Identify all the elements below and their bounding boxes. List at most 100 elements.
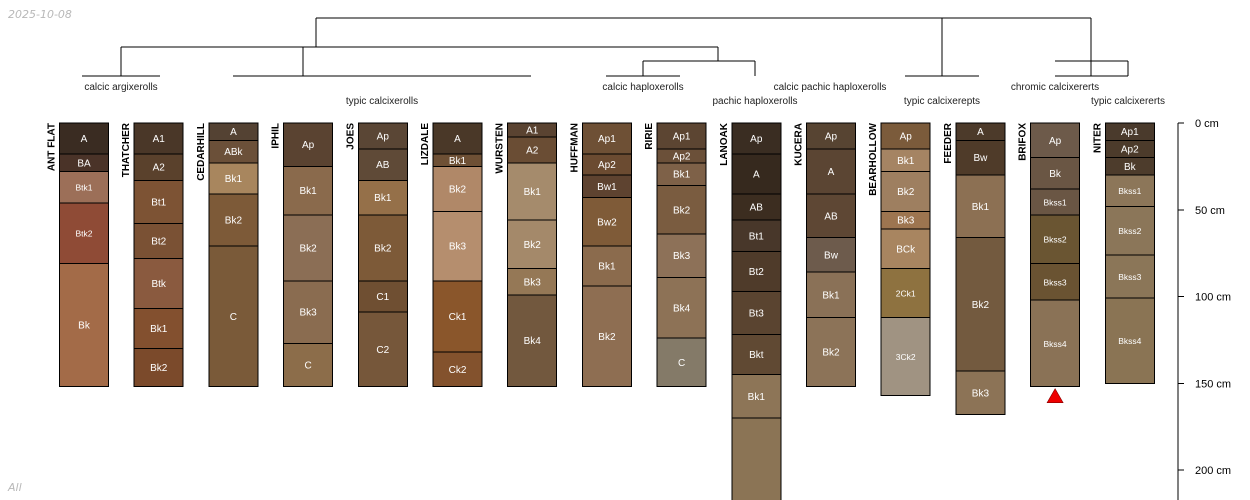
horizon-label: Bkss3 [1044, 277, 1067, 287]
profile-lizdale: A Bk1 Bk2 Bk3 Ck1 Ck2 LIZDALE [420, 122, 483, 388]
horizon-label: Bk1 [225, 174, 243, 185]
horizon-bw [806, 237, 856, 273]
horizon-ap [1030, 122, 1081, 159]
depth-tick-label: 0 cm [1195, 118, 1219, 130]
horizon-bk3 [432, 210, 483, 282]
horizon-ap1 [656, 122, 707, 150]
horizon-label: Ap2 [673, 151, 691, 162]
group-labels: calcic argixerolls typic calcixerolls ca… [84, 82, 1165, 107]
profile-joes: Ap AB Bk1 Bk2 C1 C2 JOES [345, 122, 408, 388]
profile-feeder: A Bw Bk1 Bk2 Bk3 FEEDER [943, 122, 1006, 415]
horizon-label: Bt2 [151, 236, 166, 247]
horizon-bk3 [955, 370, 1006, 415]
horizon-bt1 [133, 179, 184, 225]
horizon-label: Bk2 [972, 300, 990, 311]
horizon-label: Bk1 [748, 392, 766, 403]
horizon-label: Bkt [749, 350, 764, 361]
horizon-a2 [507, 136, 558, 164]
horizon-ap [731, 122, 782, 155]
horizon-label: 2Ck1 [896, 289, 916, 299]
horizon-label: Bk2 [150, 363, 168, 374]
horizon-label: Bk1 [299, 186, 317, 197]
horizon-label: Ap [750, 134, 763, 145]
horizon-btk [133, 257, 184, 310]
horizon-bt2 [133, 223, 184, 259]
horizon-bk4 [507, 294, 558, 388]
horizon-label: Ck1 [449, 312, 467, 323]
horizon-label: Bkss4 [1044, 339, 1067, 349]
horizon-bkss2 [1030, 214, 1081, 265]
profile-iphil: Ap Bk1 Bk2 Bk3 C IPHIL [271, 122, 334, 388]
horizon-label: Ap1 [1121, 127, 1139, 138]
group-label-typic-calcixerolls: typic calcixerolls [346, 96, 418, 107]
depth-tick-label: 200 cm [1195, 465, 1231, 477]
horizon-label: Bkss2 [1044, 235, 1067, 245]
horizon-ap [806, 122, 856, 150]
profile-name: RIRIE [644, 123, 655, 150]
dendrogram-link-calcic [642, 60, 756, 76]
horizon-bk2 [357, 214, 408, 282]
horizon-label: Bk2 [897, 187, 915, 198]
horizon-label: A [454, 134, 461, 145]
profile-name: BEARHOLLOW [868, 122, 879, 195]
horizon-bkss1 [1030, 188, 1081, 216]
profile-name: LANOAK [719, 122, 730, 166]
profile-bearhollow: Ap Bk1 Bk2 Bk3 BCk 2Ck1 3Ck2 BEARHOLLOW [868, 122, 931, 396]
horizon-label: A [81, 134, 88, 145]
horizon-2ck1 [880, 268, 931, 318]
horizon-label: A [753, 170, 760, 181]
horizon-label: A1 [153, 134, 166, 145]
horizon-bkss3 [1030, 263, 1081, 301]
horizon-bk2 [806, 316, 856, 388]
horizon-bk1 [731, 374, 782, 419]
horizon-label: Bk2 [225, 216, 243, 227]
horizon-bk3 [507, 268, 558, 296]
horizon-a [806, 148, 856, 195]
dendrogram [82, 17, 1129, 77]
horizon-label: Bk1 [822, 290, 840, 301]
dendrogram-link-left [120, 46, 719, 76]
horizon-label: Ap [900, 132, 913, 143]
horizon-bk1 [806, 271, 856, 318]
profile-name: THATCHER [121, 122, 132, 177]
depth-tick-label: 50 cm [1195, 205, 1225, 217]
horizon-label: Bk2 [598, 332, 616, 343]
horizon-label: 3Ck2 [896, 352, 916, 362]
horizon-bk3 [656, 233, 707, 278]
horizon-label: Bk3 [524, 277, 542, 288]
horizon-label: Bk3 [449, 242, 467, 253]
profile-name: ANT FLAT [47, 123, 58, 171]
horizon-label: Bk1 [972, 202, 990, 213]
horizon-label: BCk [896, 244, 916, 255]
horizon-bt2 [731, 250, 782, 292]
dendrogram-link-right [941, 18, 1092, 76]
warning-triangle-icon [1046, 388, 1064, 404]
profile-cedarhill: A ABk Bk1 Bk2 C CEDARHILL [196, 122, 259, 388]
horizon-label: Bk4 [524, 336, 542, 347]
horizon-label: Bk [1049, 169, 1062, 180]
profile-brifox: Ap Bk Bkss1 Bkss2 Bkss3 Bkss4 BRIFOX [1018, 122, 1081, 404]
horizon-label: C2 [376, 345, 389, 356]
horizon-label: Bk1 [524, 187, 542, 198]
horizon-bk2 [133, 348, 184, 388]
horizon-label: A2 [526, 145, 539, 156]
horizon-unlabeled [731, 417, 782, 500]
horizon-label: Bt1 [749, 231, 764, 242]
horizon-a2 [133, 153, 184, 181]
horizon-label: A1 [526, 125, 539, 136]
horizon-label: Bkss2 [1118, 226, 1141, 236]
horizon-btk2 [59, 202, 109, 265]
horizon-bk1 [283, 165, 334, 216]
horizon-label: Bw1 [597, 182, 617, 193]
horizon-label: Bk2 [299, 243, 317, 254]
profile-thatcher: A1 A2 Bt1 Bt2 Btk Bk1 Bk2 THATCHER [121, 122, 184, 388]
horizon-c2 [357, 311, 408, 388]
horizon-bkss1 [1104, 174, 1155, 207]
profile-wursten: A1 A2 Bk1 Bk2 Bk3 Bk4 WURSTEN [495, 122, 558, 388]
horizon-bk3 [283, 280, 334, 344]
profile-niter: Ap1 Ap2 Bk Bkss1 Bkss2 Bkss3 Bkss4 NITER [1092, 122, 1155, 384]
footer-label: All [8, 481, 22, 494]
horizon-label: Bk2 [449, 184, 467, 195]
profile-name: KUCERA [794, 123, 805, 166]
